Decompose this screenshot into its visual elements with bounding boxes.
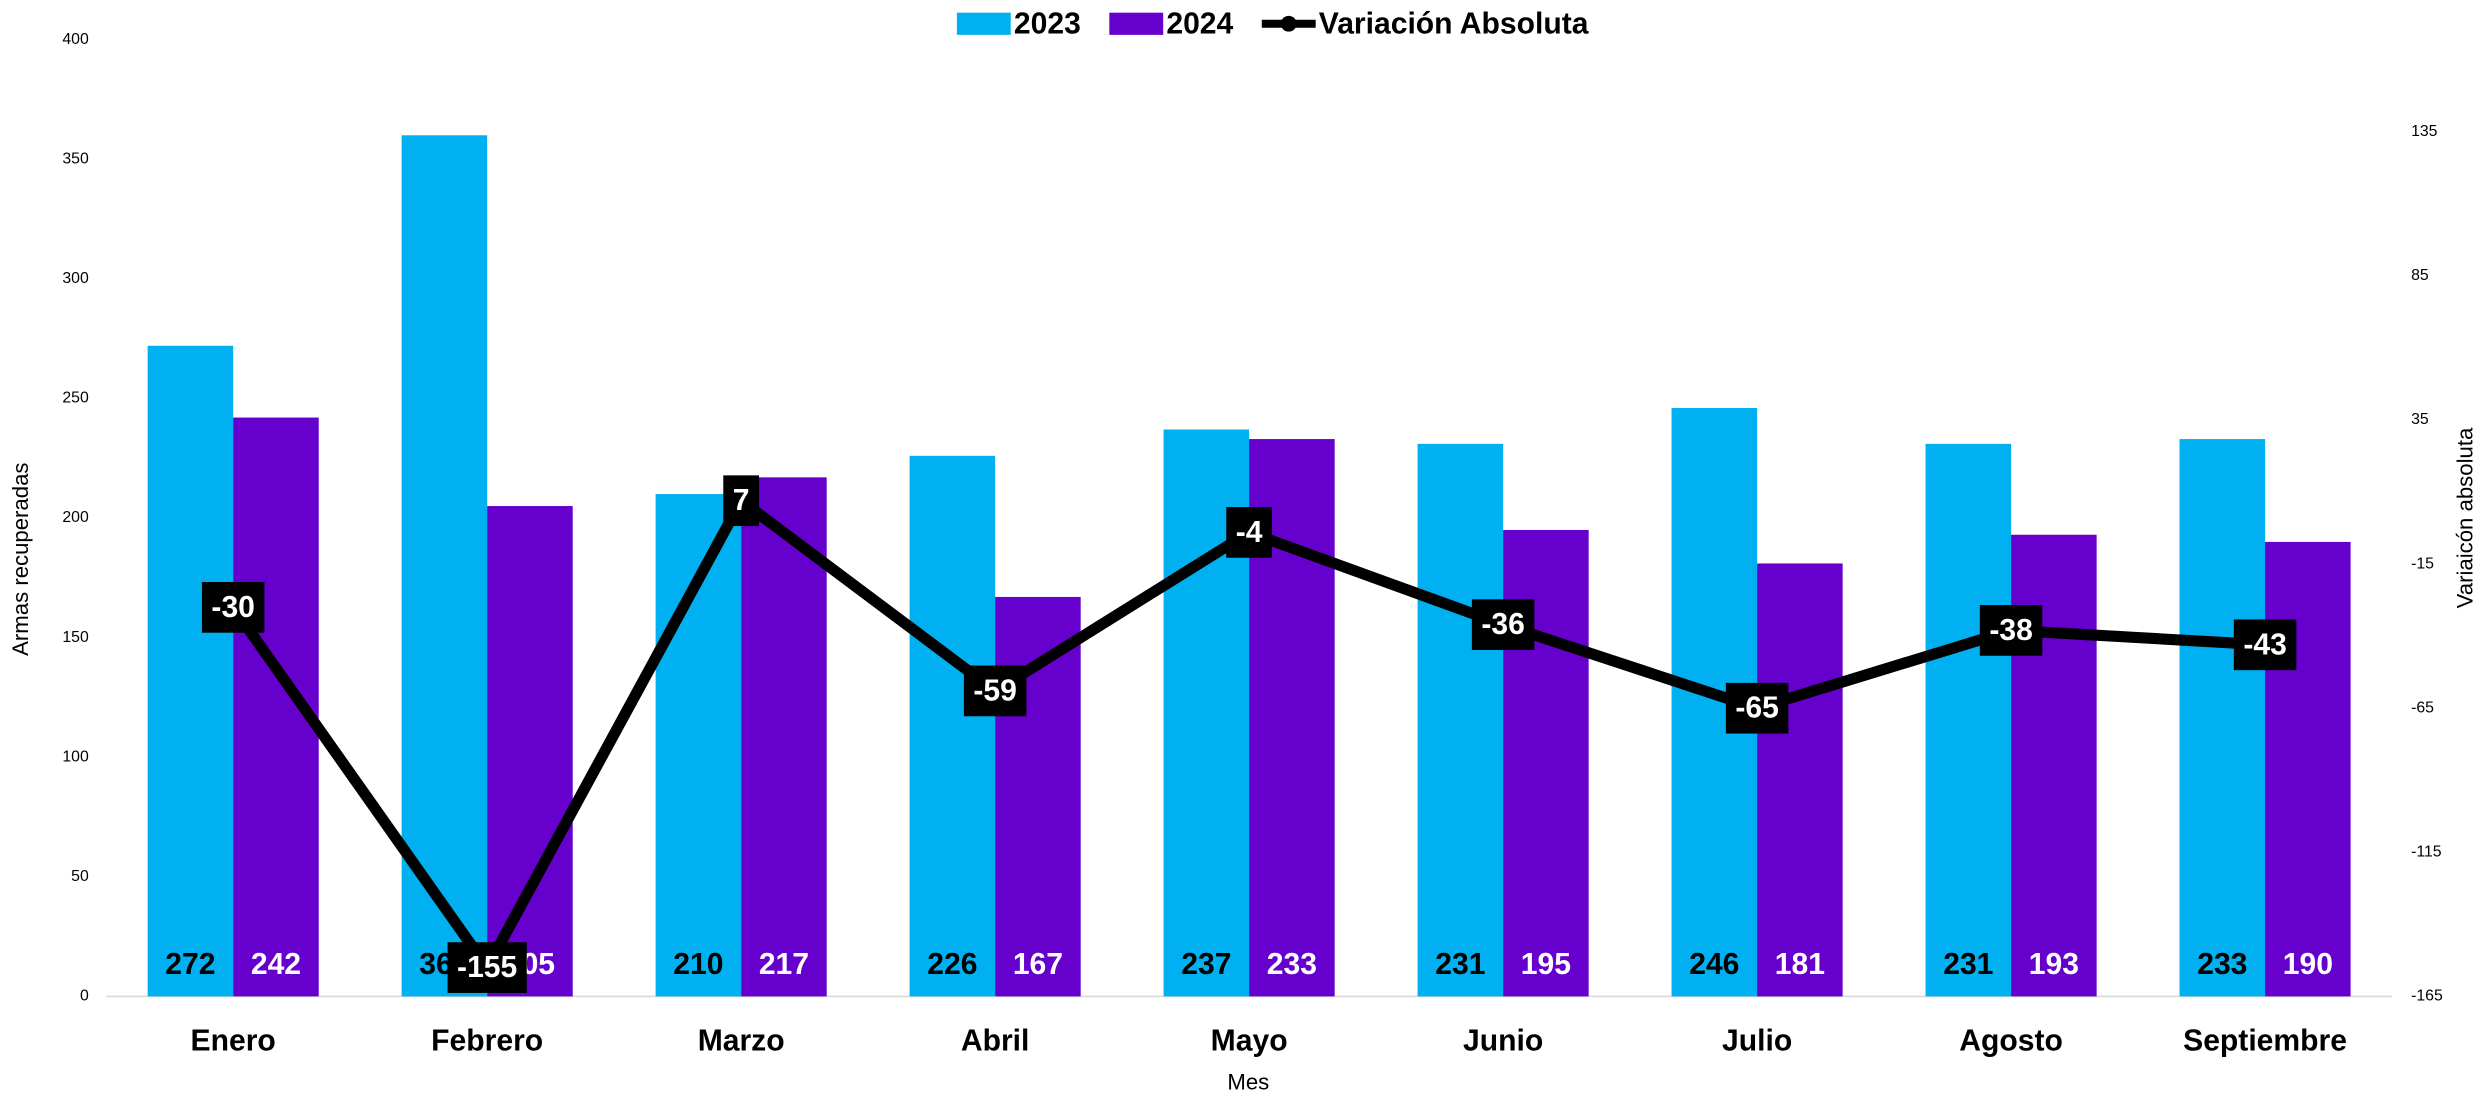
bar [2011, 534, 2097, 997]
bar [741, 477, 827, 997]
y-tick-label: 50 [71, 868, 89, 885]
data-label: 193 [2029, 948, 2079, 981]
data-label: -38 [1989, 614, 2032, 647]
data-label: 233 [1267, 948, 1317, 981]
data-label: -4 [1236, 516, 1263, 549]
bar [1757, 563, 1843, 997]
legend-label: 2024 [1166, 7, 1233, 40]
legend-label: 2023 [1014, 7, 1081, 40]
x-tick-label: Enero [191, 1024, 276, 1057]
data-label: 246 [1689, 948, 1739, 981]
legend-swatch [1109, 12, 1164, 35]
data-label: 190 [2283, 948, 2333, 981]
x-tick-label: Junio [1463, 1024, 1543, 1057]
legend-marker [1280, 15, 1297, 32]
y-tick-label: 0 [80, 988, 89, 1005]
data-label: 210 [673, 948, 723, 981]
data-label: -30 [211, 591, 254, 624]
data-label-box [447, 942, 527, 993]
bar [147, 345, 234, 997]
bar [2179, 439, 2266, 997]
x-tick-label: Marzo [698, 1024, 785, 1057]
legend-label: Variación Absoluta [1319, 7, 1589, 40]
bar [995, 596, 1081, 997]
y-tick-label: 100 [62, 748, 89, 765]
x-tick-label: Julio [1722, 1024, 1792, 1057]
data-label-box [1979, 605, 2043, 656]
y-tick-label: 150 [62, 629, 89, 646]
bar [401, 135, 488, 997]
y-tick-label: 350 [62, 150, 89, 167]
data-label-box [1226, 507, 1273, 558]
x-tick-label: Agosto [1959, 1024, 2063, 1057]
data-label: 272 [165, 948, 215, 981]
y-tick-label: 300 [62, 270, 89, 287]
x-tick-label: Abril [961, 1024, 1030, 1057]
y2-tick-label: 135 [2411, 123, 2438, 140]
data-label-box [963, 665, 1027, 717]
data-label-box [1725, 682, 1789, 734]
data-label: 7 [733, 484, 750, 517]
data-label: -155 [457, 951, 517, 984]
bar [1417, 443, 1504, 997]
data-label: -59 [973, 674, 1016, 707]
data-label: 231 [1943, 948, 1993, 981]
y-axis-title: Armas recuperadas [8, 463, 33, 656]
x-tick-label: Febrero [431, 1024, 543, 1057]
data-label-box [201, 582, 265, 633]
y2-tick-label: -15 [2411, 555, 2434, 572]
x-axis-title: Mes [1227, 1069, 1269, 1094]
y2-tick-label: -165 [2411, 988, 2443, 1005]
y2-tick-label: 35 [2411, 411, 2429, 428]
data-label: -36 [1481, 608, 1524, 641]
y-tick-label: 250 [62, 390, 89, 407]
data-label: 195 [1521, 948, 1571, 981]
data-label: 231 [1435, 948, 1485, 981]
bar [1925, 443, 2012, 997]
data-label-box [2233, 619, 2297, 671]
data-label-box [1471, 599, 1535, 650]
data-label-box [723, 475, 760, 527]
data-label: 181 [1775, 948, 1825, 981]
data-label: 226 [927, 948, 977, 981]
data-label: 233 [2197, 948, 2247, 981]
y-tick-label: 200 [62, 509, 89, 526]
data-label: 242 [251, 948, 301, 981]
bar [909, 455, 996, 997]
x-tick-label: Mayo [1211, 1024, 1288, 1057]
bar [2265, 541, 2351, 997]
y2-tick-label: -65 [2411, 699, 2434, 716]
y2-tick-label: 85 [2411, 267, 2429, 284]
data-label: -43 [2243, 628, 2286, 661]
bar [487, 506, 573, 997]
data-label: 217 [759, 948, 809, 981]
y2-axis-title: Variaicón absoluta [2452, 427, 2477, 608]
x-tick-label: Septiembre [2183, 1024, 2347, 1057]
data-label: 167 [1013, 948, 1063, 981]
data-label: -65 [1735, 692, 1778, 725]
legend-swatch [956, 12, 1011, 35]
y-tick-label: 400 [62, 31, 89, 48]
data-label: 237 [1181, 948, 1231, 981]
y2-tick-label: -115 [2411, 843, 2442, 860]
